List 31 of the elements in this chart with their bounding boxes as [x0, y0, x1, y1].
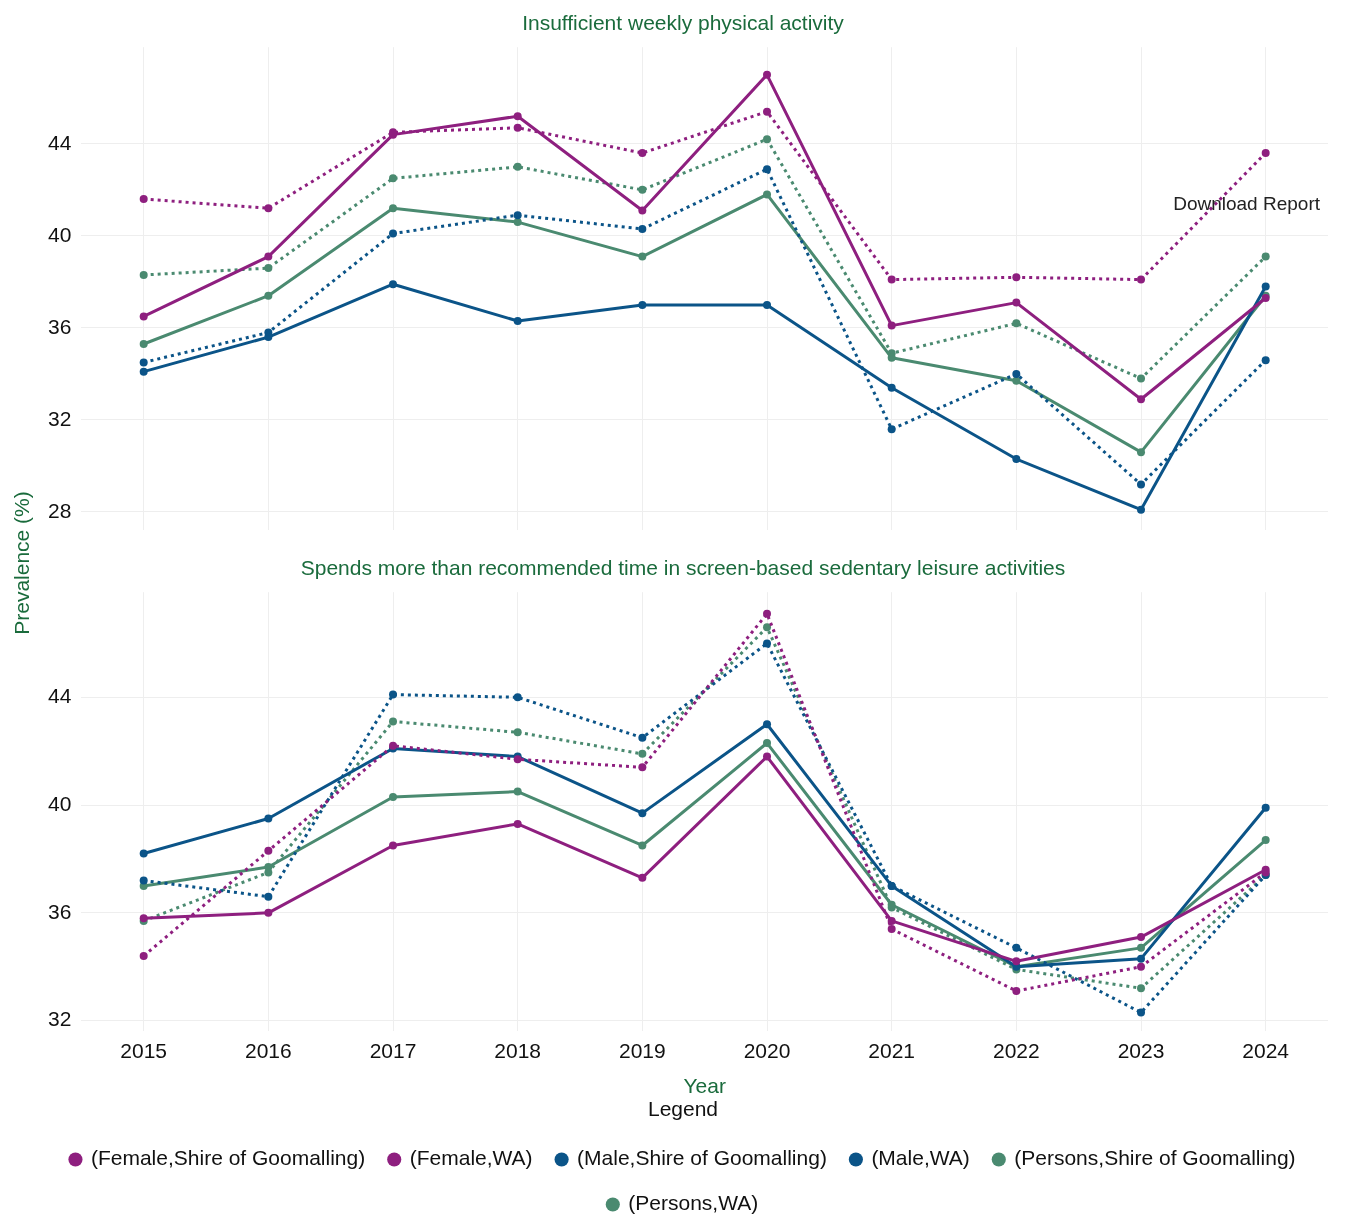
x-tick-label: 2020 [743, 1038, 791, 1062]
legend-label: (Male,Shire of Goomalling) [577, 1146, 827, 1170]
x-tick-label: 2021 [868, 1038, 916, 1062]
legend-label: (Persons,Shire of Goomalling) [1014, 1146, 1296, 1170]
annotation: Download Report [1173, 193, 1321, 215]
y-tick-label: 28 [48, 498, 72, 522]
x-axis-title: Year [683, 1074, 726, 1097]
y-tick-label: 36 [48, 899, 72, 923]
y-tick-label: 40 [48, 791, 72, 815]
x-tick-label: 2015 [120, 1038, 168, 1062]
legend-title: Legend [647, 1097, 719, 1121]
y-tick-label: 40 [48, 222, 72, 246]
legend-label: (Female,Shire of Goomalling) [90, 1146, 366, 1170]
x-tick-label: 2024 [1242, 1038, 1290, 1062]
legend-label: (Male,WA) [871, 1146, 970, 1170]
x-tick-label: 2016 [245, 1038, 292, 1062]
legend-label: (Female,WA) [409, 1146, 533, 1170]
y-tick-label: 44 [48, 130, 72, 154]
chart-title: Spends more than recommended time in screen-based sedentary leisure activities [300, 556, 1066, 580]
y-axis-title: Prevalence (%) [10, 491, 34, 635]
x-tick-label: 2022 [992, 1038, 1040, 1062]
x-tick-label: 2018 [494, 1038, 542, 1062]
legend-label: (Persons,WA) [628, 1191, 759, 1215]
y-tick-label: 32 [48, 406, 72, 430]
x-tick-label: 2017 [369, 1038, 417, 1062]
y-tick-label: 32 [48, 1007, 72, 1031]
y-tick-label: 36 [48, 314, 72, 338]
y-tick-label: 44 [48, 684, 72, 708]
x-tick-label: 2019 [618, 1038, 666, 1062]
chart-title: Insufficient weekly physical activity [522, 11, 845, 35]
x-tick-label: 2023 [1117, 1038, 1165, 1062]
